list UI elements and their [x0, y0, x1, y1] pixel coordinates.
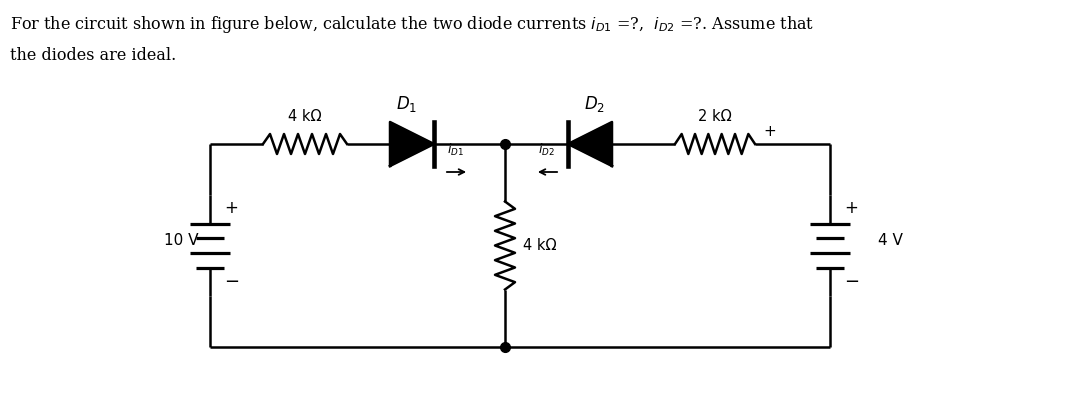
Text: 4 kΩ: 4 kΩ: [524, 238, 557, 253]
Text: 4 kΩ: 4 kΩ: [288, 109, 321, 124]
Text: −: −: [844, 272, 859, 290]
Text: $D_1$: $D_1$: [397, 94, 417, 114]
Polygon shape: [390, 122, 434, 166]
Text: +: +: [224, 199, 238, 217]
Text: $i_{D1}$: $i_{D1}$: [447, 142, 464, 158]
Text: 2 kΩ: 2 kΩ: [698, 109, 732, 124]
Text: $i_{D2}$: $i_{D2}$: [538, 142, 555, 158]
Text: 10 V: 10 V: [163, 233, 198, 248]
Polygon shape: [568, 122, 612, 166]
Text: +: +: [763, 124, 776, 139]
Text: For the circuit shown in figure below, calculate the two diode currents $i_{D1}$: For the circuit shown in figure below, c…: [10, 14, 814, 35]
Text: the diodes are ideal.: the diodes are ideal.: [10, 47, 176, 64]
Text: 4 V: 4 V: [878, 233, 903, 248]
Text: $D_2$: $D_2$: [585, 94, 605, 114]
Text: −: −: [224, 272, 239, 290]
Text: +: +: [844, 199, 858, 217]
